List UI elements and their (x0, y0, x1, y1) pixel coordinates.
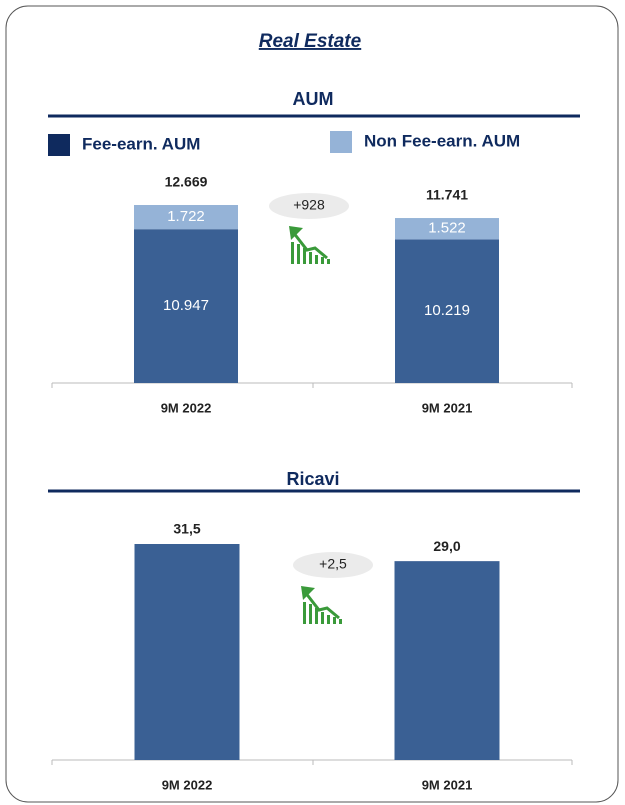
bar (394, 561, 500, 760)
icon-bar (303, 248, 306, 264)
value-label: 1.522 (428, 220, 466, 237)
legend-label: Non Fee-earn. AUM (364, 131, 520, 150)
icon-bar (339, 619, 342, 624)
icon-bar (303, 602, 306, 624)
delta-badge (293, 552, 373, 578)
bar (134, 544, 240, 760)
delta-label: +2,5 (319, 556, 347, 572)
value-label: 31,5 (173, 521, 200, 537)
trend-arrow (303, 591, 340, 620)
legend-swatch (330, 131, 352, 153)
chart-title: AUM (293, 89, 334, 109)
chart-title: Ricavi (286, 469, 339, 489)
value-label: 29,0 (433, 538, 460, 554)
arrow-head (301, 586, 315, 600)
delta-label: +928 (293, 197, 325, 213)
x-tick-label: 9M 2022 (162, 777, 213, 792)
total-label: 11.741 (426, 187, 468, 203)
total-label: 12.669 (165, 174, 208, 190)
value-label: 1.722 (167, 208, 205, 225)
icon-bar (327, 615, 330, 624)
icon-bar (309, 604, 312, 624)
page-title: Real Estate (259, 31, 362, 52)
bar-segment (395, 218, 499, 240)
x-tick-label: 9M 2021 (422, 400, 473, 415)
bar-segment (395, 239, 499, 383)
icon-bar (315, 608, 318, 624)
trend-arrow (291, 231, 328, 260)
icon-bar (297, 244, 300, 264)
icon-bar (321, 257, 324, 264)
icon-bar (333, 617, 336, 624)
icon-bar (315, 255, 318, 264)
arrow-head (289, 226, 303, 240)
bar-segment (134, 205, 238, 230)
icon-bar (309, 252, 312, 264)
delta-badge (269, 193, 349, 219)
x-tick-label: 9M 2021 (422, 777, 473, 792)
frame (5, 5, 619, 803)
icon-bar (327, 259, 330, 264)
legend-swatch (48, 134, 70, 156)
value-label: 10.219 (424, 302, 470, 319)
x-tick-label: 9M 2022 (161, 400, 212, 415)
icon-bar (291, 242, 294, 264)
legend-label: Fee-earn. AUM (82, 134, 200, 153)
bar-segment (134, 229, 238, 383)
icon-bar (321, 612, 324, 624)
value-label: 10.947 (163, 297, 209, 314)
